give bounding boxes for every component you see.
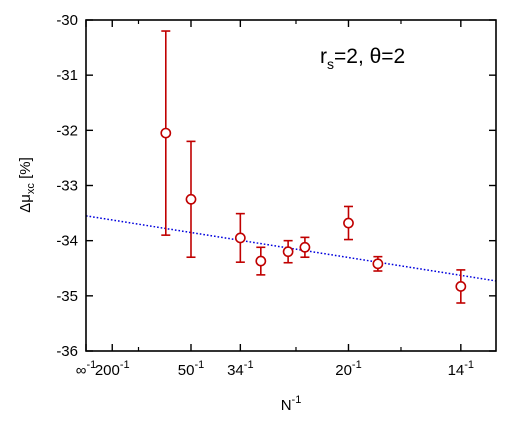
data-point-5 — [299, 236, 311, 259]
annotation-rest: =2, θ=2 — [334, 45, 405, 68]
plot-frame — [85, 19, 497, 352]
data-point-7 — [372, 255, 384, 272]
x-tick-label-base-2: 50 — [178, 362, 195, 379]
x-axis-title-sup: -1 — [292, 394, 302, 406]
x-tick-label-5: 14-1 — [448, 359, 474, 379]
x-tick-label-base-3: 34 — [227, 362, 244, 379]
y-tick-label-1: -31 — [56, 67, 78, 84]
data-point-2 — [234, 212, 246, 263]
data-point-8 — [455, 269, 467, 304]
y-axis-title: Δμxc [%] — [17, 157, 37, 213]
x-tick-label-sup-3: -1 — [244, 359, 254, 371]
point-marker-6 — [343, 217, 354, 229]
annotation-sub: s — [327, 56, 334, 72]
x-axis-title: N-1 — [281, 394, 302, 414]
y-tick-label-4: -34 — [56, 233, 78, 250]
point-marker-1 — [185, 193, 197, 205]
x-tick-label-3: 34-1 — [227, 359, 253, 379]
y-tick-label-3: -33 — [56, 178, 78, 195]
data-point-6 — [343, 205, 354, 241]
x-tick-label-0: ∞-1 — [76, 359, 96, 379]
x-axis-title-base: N — [281, 397, 292, 414]
x-tick-label-sup-2: -1 — [194, 359, 204, 371]
x-tick-label-1: 200-1 — [95, 359, 130, 379]
point-marker-2 — [234, 232, 246, 244]
point-marker-3 — [255, 255, 267, 267]
x-tick-label-sup-5: -1 — [464, 359, 474, 371]
data-point-0 — [160, 30, 172, 236]
point-marker-4 — [282, 246, 294, 258]
x-tick-label-base-5: 14 — [448, 362, 465, 379]
data-point-1 — [185, 140, 197, 259]
y-axis-title-sub: xc — [25, 183, 37, 195]
annotation-r: r — [320, 45, 327, 68]
fit-line — [85, 215, 497, 282]
axes-layer — [85, 19, 497, 352]
x-tick-label-base-1: 200 — [95, 362, 120, 379]
x-tick-label-sup-0: -1 — [86, 359, 96, 371]
point-marker-5 — [299, 241, 311, 253]
x-tick-label-sup-1: -1 — [120, 359, 130, 371]
y-axis-title-suffix: [%] — [17, 157, 34, 183]
data-points-layer — [160, 30, 467, 304]
point-marker-7 — [372, 258, 384, 270]
point-marker-8 — [455, 281, 467, 292]
data-point-4 — [282, 239, 294, 264]
x-tick-label-sup-4: -1 — [352, 359, 362, 371]
data-point-3 — [255, 246, 267, 276]
fit-line-layer — [85, 215, 497, 282]
x-tick-label-2: 50-1 — [178, 359, 204, 379]
annotation-label: rs=2, θ=2 — [320, 45, 405, 72]
point-marker-0 — [160, 127, 172, 139]
x-tick-label-4: 20-1 — [335, 359, 361, 379]
y-tick-label-6: -36 — [56, 343, 78, 360]
y-axis-title-prefix: Δμ — [17, 194, 34, 213]
y-tick-label-2: -32 — [56, 122, 78, 139]
x-tick-label-base-4: 20 — [335, 362, 352, 379]
x-tick-label-base-0: ∞ — [76, 362, 87, 379]
y-tick-label-5: -35 — [56, 288, 78, 305]
y-tick-label-0: -30 — [56, 12, 78, 29]
